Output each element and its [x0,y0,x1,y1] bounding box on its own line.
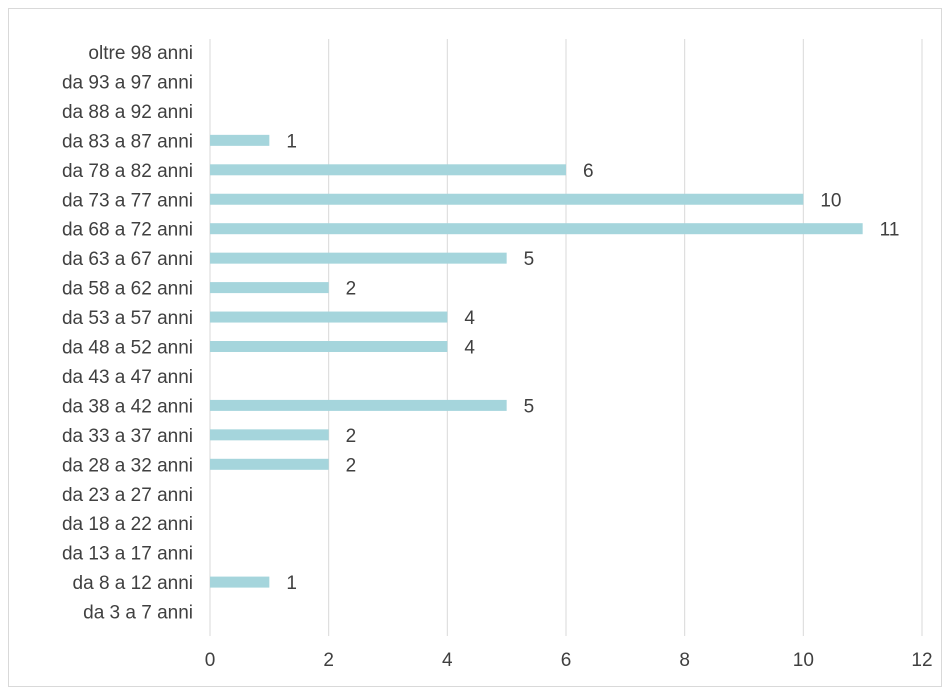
category-label: da 58 a 62 anni [62,279,193,300]
category-label: da 63 a 67 anni [62,249,193,270]
x-tick-label: 0 [205,650,216,671]
category-label: da 48 a 52 anni [62,338,193,359]
category-label: da 83 a 87 anni [62,131,193,152]
chart-frame: oltre 98 anni da 93 a 97 anni da 88 a 92 a… [8,8,942,687]
category-label: da 88 a 92 anni [62,102,193,123]
x-tick-label: 6 [561,650,572,671]
bar [210,458,329,470]
data-label: 6 [583,161,594,182]
bar-chart: oltre 98 anni da 93 a 97 anni da 88 a 92 a… [62,39,933,671]
gridlines [209,39,923,636]
bar [210,341,448,352]
category-label: da 73 a 77 anni [62,190,193,211]
category-label: da 43 a 47 anni [62,367,193,388]
bar [210,399,507,411]
category-label: da 3 a 7 anni [83,603,193,624]
data-label: 4 [464,308,475,329]
category-label: oltre 98 anni [88,43,193,64]
category-label: da 78 a 82 anni [62,161,193,182]
bar [210,429,329,441]
data-label: 1 [286,573,297,594]
data-label: 2 [346,455,357,476]
data-label: 10 [820,190,841,211]
category-labels: oltre 98 anni da 93 a 97 anni da 88 a 92 a… [62,43,193,624]
category-label: da 38 a 42 anni [62,396,193,417]
data-label: 5 [524,249,535,270]
bar [210,576,270,588]
category-label: da 53 a 57 anni [62,308,193,329]
data-label: 1 [286,131,297,152]
category-label: da 13 a 17 anni [62,544,193,565]
bar [210,164,566,176]
x-tick-label: 12 [911,650,932,671]
data-label: 11 [880,220,900,241]
category-label: da 28 a 32 anni [62,455,193,476]
category-label: da 68 a 72 anni [62,220,193,241]
x-tick-label: 4 [442,650,453,671]
category-label: da 23 a 27 anni [62,485,193,506]
category-label: da 33 a 37 anni [62,426,193,447]
bar [210,311,448,323]
bar [210,282,329,294]
data-label: 4 [464,338,475,359]
data-label: 2 [346,426,357,447]
bar [210,223,863,235]
data-label: 5 [524,396,535,417]
bar [210,252,507,264]
category-label: da 8 a 12 anni [73,573,193,594]
x-tick-label: 10 [793,650,814,671]
x-tick-label: 8 [679,650,690,671]
x-tick-label: 2 [323,650,334,671]
x-axis-ticks: 0 2 4 6 8 10 12 [205,650,933,671]
data-labels: 1 6 10 11 5 2 4 4 5 2 2 1 [286,131,899,594]
data-label: 2 [346,279,357,300]
bars [210,134,863,588]
category-label: da 18 a 22 anni [62,514,193,535]
category-label: da 93 a 97 anni [62,72,193,93]
bar [210,193,804,205]
bar [210,134,270,146]
